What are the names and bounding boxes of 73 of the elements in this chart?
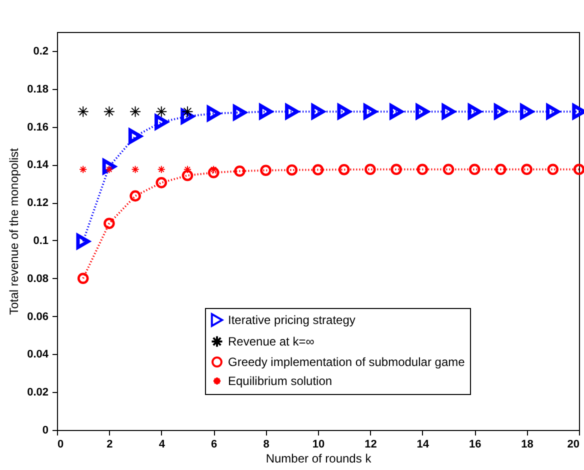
point <box>312 164 324 176</box>
point <box>338 164 350 176</box>
point <box>206 106 220 122</box>
point <box>156 177 168 188</box>
y-tick-label: 0.1 <box>33 234 48 247</box>
x-axis-title: Number of rounds k <box>266 452 372 466</box>
x-tick-label: 4 <box>158 438 166 450</box>
point <box>468 104 482 120</box>
y-axis-title: Total revenue of the monopolist <box>7 147 22 315</box>
y-tick-label: 0.12 <box>27 197 48 210</box>
legend-label: Revenue at k=∞ <box>228 334 315 348</box>
point <box>468 164 480 176</box>
point <box>390 164 402 176</box>
point <box>232 104 247 120</box>
point <box>104 218 115 230</box>
x-tick-label: 16 <box>468 438 482 450</box>
point <box>442 164 454 176</box>
point <box>416 164 428 176</box>
y-tick-label: 0.16 <box>27 121 48 134</box>
x-tick-label: 18 <box>521 438 534 450</box>
y-tick-label: 0.06 <box>27 310 48 323</box>
point <box>286 164 298 176</box>
x-tick-label: 12 <box>364 438 377 450</box>
y-tick-label: 0.2 <box>33 45 48 58</box>
point <box>520 104 534 120</box>
point <box>442 104 456 120</box>
point <box>103 106 115 118</box>
point <box>389 104 404 120</box>
point <box>131 165 140 174</box>
point <box>79 165 88 174</box>
point <box>258 104 273 120</box>
point <box>208 166 220 178</box>
point <box>183 165 192 174</box>
point <box>156 106 168 118</box>
point <box>363 104 378 120</box>
x-tick-label: 0 <box>58 438 64 450</box>
point <box>494 104 508 120</box>
y-tick-label: 0 <box>42 424 48 436</box>
point <box>77 106 89 118</box>
point <box>521 164 532 176</box>
point <box>337 104 351 120</box>
point <box>364 164 376 176</box>
x-tick-label: 2 <box>106 438 113 450</box>
point <box>495 164 506 176</box>
point <box>154 114 168 130</box>
point <box>416 104 430 120</box>
x-tick-label: 10 <box>312 438 325 450</box>
legend-label: Greedy implementation of submodular game <box>228 355 466 369</box>
x-tick-label: 8 <box>263 438 270 450</box>
point <box>546 104 560 120</box>
point <box>573 164 584 176</box>
point <box>76 234 90 250</box>
x-tick-label: 14 <box>416 438 430 450</box>
point <box>130 190 141 202</box>
point <box>285 104 299 120</box>
point <box>547 164 559 176</box>
point <box>130 106 142 118</box>
legend-label: Equilibrium solution <box>228 374 332 388</box>
point <box>182 170 194 182</box>
point <box>260 164 272 176</box>
legend-label: Iterative pricing strategy <box>228 313 356 327</box>
y-tick-label: 0.02 <box>27 386 48 399</box>
x-tick-label: 20 <box>567 438 580 450</box>
y-tick-label: 0.18 <box>27 83 48 96</box>
point <box>234 165 246 177</box>
point <box>157 165 166 174</box>
point <box>77 272 89 284</box>
point <box>128 128 142 144</box>
y-tick-label: 0.08 <box>27 272 48 285</box>
y-tick-label: 0.14 <box>27 159 50 172</box>
point <box>311 104 325 120</box>
x-tick-label: 6 <box>211 438 218 450</box>
y-tick-label: 0.04 <box>27 348 50 361</box>
